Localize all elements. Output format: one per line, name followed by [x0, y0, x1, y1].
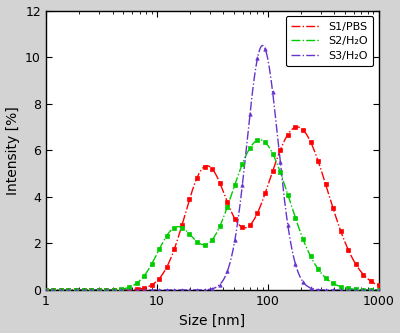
S2/H₂O [376, 288, 381, 292]
Legend: S1/PBS, S2/H₂O, S3/H₂O: S1/PBS, S2/H₂O, S3/H₂O [286, 16, 373, 66]
S2/H₂O [44, 288, 48, 292]
S2/H₂O [186, 230, 190, 234]
S3/H₂O [186, 288, 190, 292]
S2/H₂O [101, 288, 106, 292]
S2/H₂O [258, 138, 262, 142]
S1/PBS [376, 283, 381, 287]
Y-axis label: Intensity [%]: Intensity [%] [6, 106, 20, 195]
S1/PBS [334, 216, 339, 220]
S1/PBS [370, 280, 374, 284]
S3/H₂O [171, 288, 176, 292]
S3/H₂O [376, 288, 381, 292]
Line: S2/H₂O: S2/H₂O [46, 140, 378, 290]
X-axis label: Size [nm]: Size [nm] [179, 313, 245, 327]
S1/PBS [101, 288, 106, 292]
S3/H₂O [81, 288, 86, 292]
S3/H₂O [101, 288, 106, 292]
Line: S3/H₂O: S3/H₂O [46, 46, 378, 290]
S1/PBS [186, 203, 190, 207]
Line: S1/PBS: S1/PBS [46, 127, 378, 290]
S3/H₂O [334, 288, 339, 292]
S3/H₂O [260, 44, 265, 48]
S3/H₂O [44, 288, 48, 292]
S1/PBS [171, 250, 176, 254]
S1/PBS [81, 288, 86, 292]
S1/PBS [44, 288, 48, 292]
S2/H₂O [81, 288, 86, 292]
S1/PBS [295, 125, 300, 129]
S3/H₂O [370, 288, 374, 292]
S2/H₂O [171, 226, 176, 230]
S2/H₂O [334, 283, 339, 287]
S2/H₂O [370, 288, 374, 292]
